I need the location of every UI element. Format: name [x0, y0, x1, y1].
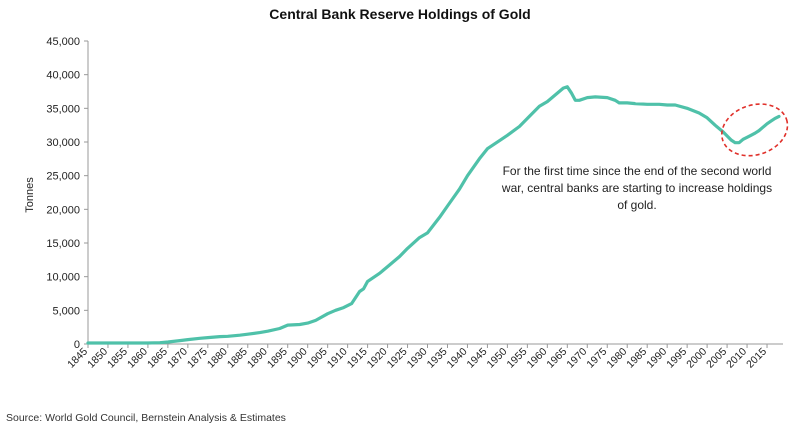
x-tick-label: 1925	[385, 346, 410, 371]
x-tick-label: 1885	[225, 346, 250, 371]
x-tick-label: 1895	[265, 346, 290, 371]
x-tick-label: 1920	[365, 346, 390, 371]
source-note: Source: World Gold Council, Bernstein An…	[6, 412, 286, 424]
y-tick-label: 25,000	[46, 171, 80, 183]
x-tick-label: 1910	[325, 346, 350, 371]
x-tick-label: 1990	[644, 346, 669, 371]
x-tick-label: 1875	[185, 346, 210, 371]
highlight-ellipse	[721, 103, 789, 157]
x-tick-label: 1880	[205, 346, 230, 371]
x-tick-label: 1855	[105, 346, 130, 371]
x-tick-label: 1965	[544, 346, 569, 371]
y-tick-label: 15,000	[46, 238, 80, 250]
x-tick-label: 1960	[524, 346, 549, 371]
x-tick-label: 1890	[245, 346, 270, 371]
y-axis-label: Tonnes	[24, 177, 36, 213]
y-tick-label: 40,000	[46, 70, 80, 82]
y-tick-label: 30,000	[46, 137, 80, 149]
plot-area	[86, 85, 789, 345]
x-tick-label: 1900	[285, 346, 310, 371]
y-tick-label: 5,000	[52, 305, 80, 317]
series-line	[86, 85, 781, 345]
x-tick-label: 1985	[624, 346, 649, 371]
y-tick-label: 45,000	[46, 36, 80, 48]
x-tick-label: 1845	[65, 346, 90, 371]
y-tick-label: 0	[74, 339, 80, 351]
x-tick-label: 1935	[425, 346, 450, 371]
x-tick-label: 2005	[704, 346, 729, 371]
x-tick-label: 1915	[345, 346, 370, 371]
y-tick-label: 10,000	[46, 272, 80, 284]
y-tick-label: 35,000	[46, 103, 80, 115]
x-tick-label: 1970	[564, 346, 589, 371]
x-tick-label: 1950	[485, 346, 510, 371]
x-tick-label: 1975	[584, 346, 609, 371]
x-tick-label: 2010	[724, 346, 749, 371]
x-tick-label: 1905	[305, 346, 330, 371]
x-tick-label: 1930	[405, 346, 430, 371]
x-tick-label: 2015	[744, 346, 769, 371]
x-tick-label: 2000	[684, 346, 709, 371]
x-tick-label: 1850	[85, 346, 110, 371]
y-tick-label: 20,000	[46, 204, 80, 216]
annotation-text: For the first time since the end of the …	[501, 164, 773, 212]
y-axis: 0 5,000 10,000 15,000 20,000 25,000 30,000 35,0…	[46, 36, 89, 351]
x-tick-label: 1870	[165, 346, 190, 371]
x-tick-label: 1945	[465, 346, 490, 371]
x-tick-label: 1865	[145, 346, 170, 371]
x-axis: 1845185018551860186518701875188018851890…	[65, 343, 783, 371]
x-tick-label: 1980	[604, 346, 629, 371]
x-tick-label: 1995	[664, 346, 689, 371]
x-tick-label: 1860	[125, 346, 150, 371]
chart-title: Central Bank Reserve Holdings of Gold	[269, 6, 531, 22]
x-tick-label: 1940	[445, 346, 470, 371]
x-tick-label: 1955	[504, 346, 529, 371]
